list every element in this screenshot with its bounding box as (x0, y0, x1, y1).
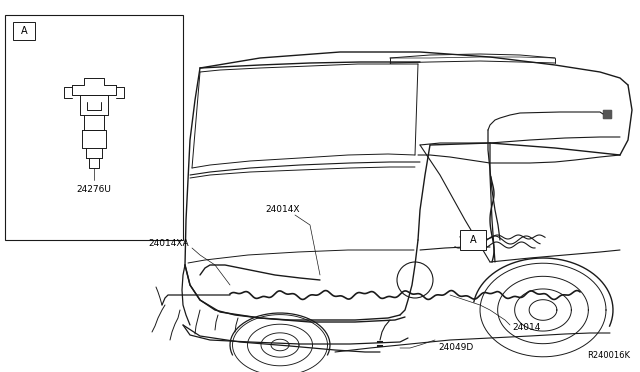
Text: 24014X: 24014X (265, 205, 300, 215)
Text: A: A (20, 26, 28, 36)
Bar (460, 230, 486, 250)
Text: 24049D: 24049D (438, 343, 473, 353)
Text: R240016K: R240016K (587, 351, 630, 360)
Text: 24276U: 24276U (77, 185, 111, 194)
Bar (13, 22, 35, 40)
Bar (5, 15, 183, 240)
Text: 24014XA: 24014XA (148, 238, 189, 247)
Text: A: A (470, 235, 476, 245)
Text: 24014: 24014 (512, 324, 540, 333)
